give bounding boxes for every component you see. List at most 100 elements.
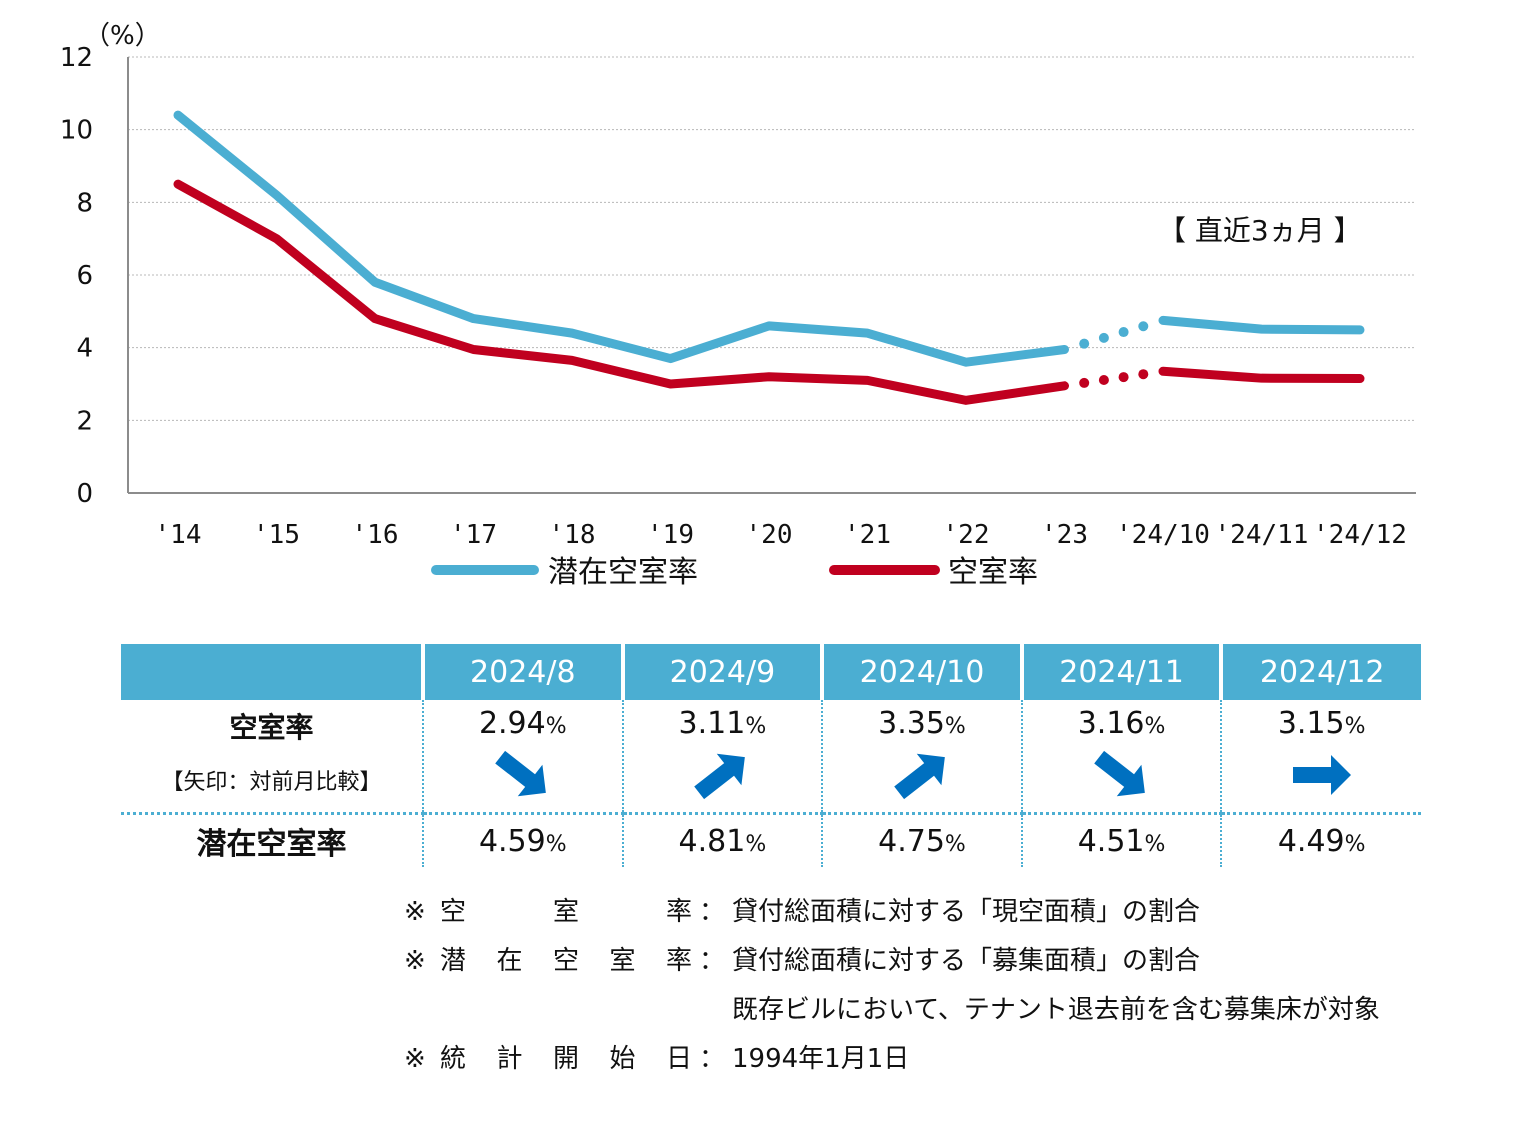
series-line-historical [173, 110, 1069, 367]
vacancy-rate-cell: 3.11% [621, 700, 823, 814]
legend: 潜在空室率 空室率 [431, 555, 1038, 590]
x-tick-label: '22 [943, 520, 990, 550]
potential-vacancy-rate-value: 4.81 [678, 823, 746, 859]
vacancy-rate-value: 2.94 [478, 706, 546, 741]
footnote-term-char: 統 [440, 1044, 467, 1074]
potential-vacancy-rate-value: 4.59 [478, 823, 546, 859]
series-line-recent-months [1158, 315, 1365, 335]
series-line-historical [173, 179, 1069, 405]
vacancy-rate-label: 空室率 [229, 711, 314, 744]
potential-vacancy-rate-cell: 4.75% [821, 812, 1022, 867]
series-dotted-connector [1079, 338, 1090, 349]
arrow-up-icon [624, 747, 822, 803]
recent-three-months-annotation: 【 直近3ヵ月 】 [1158, 214, 1362, 247]
percent-sign: % [1144, 831, 1166, 857]
vacancy-rate-cell: 3.16% [1020, 700, 1222, 814]
x-tick-label: '18 [549, 520, 596, 550]
potential-vacancy-rate-cell: 4.51% [1020, 812, 1222, 867]
potential-vacancy-rate-cell: 4.81% [621, 812, 823, 867]
table-header-row: 2024/8 2024/9 2024/10 2024/11 2024/12 [121, 644, 1421, 700]
y-unit-label: （%） [84, 21, 161, 51]
footnote-colon: ： [698, 897, 725, 927]
series-dotted-connector [1138, 321, 1149, 332]
y-tick-label: 10 [60, 116, 93, 146]
axes [127, 57, 1416, 494]
vacancy-rate-value: 3.15 [1277, 706, 1345, 741]
x-tick-label: '24/10 [1116, 520, 1210, 550]
vacancy-rate-cell: 3.15% [1220, 700, 1421, 814]
y-tick-label: 4 [76, 334, 93, 364]
potential-vacancy-rate-value: 4.75 [878, 823, 945, 859]
series-dotted-connector [1098, 332, 1109, 343]
percent-sign: % [944, 831, 966, 857]
footnote-term-char: 始 [609, 1044, 636, 1074]
potential-vacancy-rate-cell: 4.49% [1220, 812, 1421, 867]
x-tick-labels: '14'15'16'17'18'19'20'21'22'23'24/10'24/… [155, 520, 1407, 550]
footnote-term-char: 率 [665, 897, 692, 927]
footnote-term-char: 計 [496, 1044, 523, 1074]
footnote-term-char: 空 [552, 946, 579, 976]
percent-sign: % [1144, 714, 1166, 739]
footnote-line: 既存ビルにおいて、テナント退去前を含む募集床が対象 [404, 986, 1380, 1035]
arrow-down-icon [424, 747, 622, 803]
footnote-definition: 既存ビルにおいて、テナント退去前を含む募集床が対象 [732, 995, 1380, 1025]
legend-label: 空室率 [948, 555, 1038, 590]
percent-sign: % [545, 831, 567, 857]
footnote-term-char: 在 [496, 946, 523, 976]
vacancy-rate-value: 3.16 [1077, 706, 1145, 741]
footnote-line: ※ 空 室 率：貸付総面積に対する「現空面積」の割合 [404, 888, 1380, 937]
y-tick-label: 0 [76, 479, 93, 509]
percent-sign: % [944, 714, 966, 739]
x-tick-label: '15 [253, 520, 300, 550]
header-month: 2024/11 [1019, 644, 1222, 700]
vacancy-rate-row: 空室率 【矢印：対前月比較】 2.94% 3.11% 3.35% 3.16% 3.15% [121, 700, 1421, 814]
y-tick-label: 6 [76, 261, 93, 291]
vacancy-rate-cell: 2.94% [422, 700, 623, 814]
y-tick-label: 2 [76, 406, 93, 436]
grid-lines [128, 56, 1416, 421]
percent-sign: % [1344, 831, 1366, 857]
footnote-term-char: 潜 [440, 946, 467, 976]
footnote-line: ※ 潜在空室率：貸付総面積に対する「募集面積」の割合 [404, 937, 1380, 986]
footnote-term-char: 日 [665, 1044, 692, 1074]
footnote-mark: ※ [404, 946, 426, 976]
vacancy-rate-value: 3.35 [878, 706, 945, 741]
footnote-term-char: 開 [552, 1044, 579, 1074]
arrow-legend-label: 【矢印：対前月比較】 [161, 770, 382, 795]
vacancy-rate-table: 2024/8 2024/9 2024/10 2024/11 2024/12 空室… [121, 644, 1421, 867]
series-line-recent-months [1158, 366, 1365, 384]
series-lines [173, 110, 1365, 405]
footnote-definition: 1994年1月1日 [732, 1044, 910, 1074]
x-tick-label: '16 [352, 520, 399, 550]
header-month: 2024/10 [820, 644, 1022, 700]
footnote-term-char: 空 [440, 897, 467, 927]
series-dotted-connector [1118, 372, 1129, 383]
percent-sign: % [745, 714, 767, 739]
y-tick-label: 12 [60, 43, 93, 73]
x-tick-label: '14 [155, 520, 202, 550]
footnote-definition: 貸付総面積に対する「現空面積」の割合 [732, 897, 1201, 927]
footnote-mark [404, 986, 440, 1035]
footnote-term: 潜在空室率 [440, 937, 692, 986]
footnote-line: ※ 統計開始日： 1994年1月1日 [404, 1035, 1380, 1084]
header-blank [121, 644, 423, 700]
x-tick-label: '20 [746, 520, 793, 550]
arrow-down-icon [1023, 747, 1221, 803]
footnote-term-char: 室 [609, 946, 636, 976]
footnote-colon: ： [698, 946, 725, 976]
arrow-flat-icon [1222, 747, 1421, 803]
percent-sign: % [745, 831, 767, 857]
y-tick-labels: 0 2 4 6 8 10 12 [60, 43, 93, 509]
x-tick-label: '21 [844, 520, 891, 550]
footnote-definition: 貸付総面積に対する「募集面積」の割合 [732, 946, 1201, 976]
footnote-term-char: 率 [665, 946, 692, 976]
series-dotted-connector [1098, 375, 1109, 386]
x-tick-label: '23 [1041, 520, 1088, 550]
vacancy-rate-cell: 3.35% [821, 700, 1022, 814]
potential-vacancy-rate-row: 潜在空室率 4.59% 4.81% 4.75% 4.51% 4.49% [121, 812, 1421, 867]
potential-vacancy-rate-cell: 4.59% [422, 812, 623, 867]
series-dotted-connector [1138, 369, 1149, 380]
arrow-up-icon [823, 747, 1021, 803]
header-month: 2024/9 [620, 644, 823, 700]
series-dotted-connector [1079, 377, 1090, 388]
